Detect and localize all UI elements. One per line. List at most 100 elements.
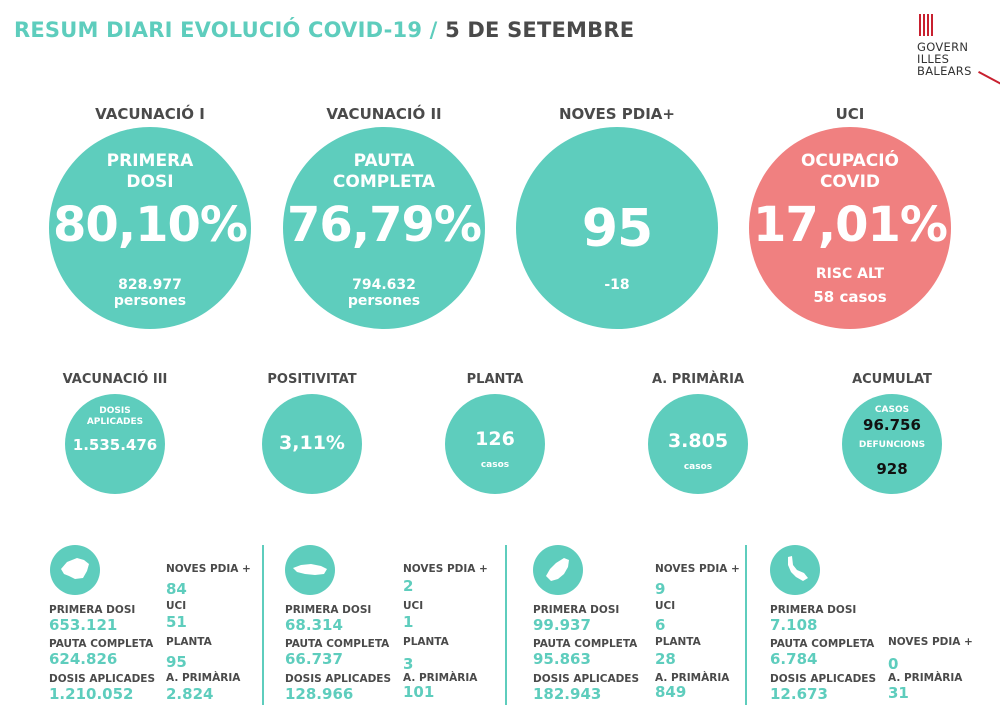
vacunacio-2-count: 794.632 xyxy=(352,277,416,293)
vacunacio-1-label: VACUNACIÓ I xyxy=(95,105,205,123)
a-primaria-label: A. PRIMÀRIA xyxy=(651,372,745,387)
menorca-primaria-label: A. PRIMÀRIA xyxy=(403,672,478,684)
mallorca-pauta-value: 624.826 xyxy=(49,650,118,668)
a-primaria-circle: 3.805 casos xyxy=(648,394,748,494)
vacunacio-3-sub: DOSIS xyxy=(99,406,131,416)
vacunacio-2-value: 76,79% xyxy=(287,197,482,253)
noves-pdia-label: NOVES PDIA+ xyxy=(559,105,675,123)
eivissa-uci-value: 6 xyxy=(655,616,666,634)
mallorca-planta-value: 95 xyxy=(166,653,187,671)
uci-value: 17,01% xyxy=(753,197,948,253)
mallorca-pdia-label: NOVES PDIA + xyxy=(166,563,251,575)
menorca-pauta-label: PAUTA COMPLETA xyxy=(285,638,390,650)
menorca-uci-value: 1 xyxy=(403,613,414,631)
eivissa-dosis-value: 182.943 xyxy=(533,685,602,703)
uci-cases: 58 casos xyxy=(813,288,887,306)
formentera-dosis-value: 12.673 xyxy=(770,685,828,703)
formentera-primaria-value: 31 xyxy=(888,684,909,702)
separator xyxy=(262,545,264,705)
mallorca-pauta-label: PAUTA COMPLETA xyxy=(49,638,154,650)
eivissa-primera-dosi-value: 99.937 xyxy=(533,616,591,634)
mallorca-planta-label: PLANTA xyxy=(166,636,212,648)
menorca-planta-value: 3 xyxy=(403,655,414,673)
title-date: 5 DE SETEMBRE xyxy=(445,18,635,42)
mallorca-primaria-label: A. PRIMÀRIA xyxy=(166,672,241,684)
uci-circle: OCUPACIÓ COVID 17,01% RISC ALT 58 casos xyxy=(749,127,951,329)
uci-sub: OCUPACIÓ xyxy=(800,151,900,171)
vacunacio-1-count: 828.977 xyxy=(118,277,182,293)
vacunacio-2-circle: PAUTA COMPLETA 76,79% 794.632 persones xyxy=(283,127,485,329)
vacunacio-1-sub2: DOSI xyxy=(126,172,174,192)
formentera-dosis-label: DOSIS APLICADES xyxy=(770,673,877,685)
vacunacio-1-sub: PRIMERA xyxy=(106,151,194,171)
mallorca-primaria-value: 2.824 xyxy=(166,685,214,703)
eivissa-pdia-value: 9 xyxy=(655,580,666,598)
eivissa-pauta-label: PAUTA COMPLETA xyxy=(533,638,638,650)
mallorca-primera-dosi-value: 653.121 xyxy=(49,616,118,634)
menorca-primera-dosi-value: 68.314 xyxy=(285,616,343,634)
a-primaria-unit: casos xyxy=(683,462,713,472)
vacunacio-1-value: 80,10% xyxy=(53,197,248,253)
vacunacio-3-label: VACUNACIÓ III xyxy=(62,372,168,387)
menorca-pauta-value: 66.737 xyxy=(285,650,343,668)
separator xyxy=(745,545,747,705)
formentera-pdia-value: 0 xyxy=(888,655,899,673)
menorca-dosis-value: 128.966 xyxy=(285,685,354,703)
a-primaria-value: 3.805 xyxy=(667,430,729,452)
positivitat-value: 3,11% xyxy=(279,432,345,454)
positivitat-circle: 3,11% xyxy=(262,394,362,494)
menorca-uci-label: UCI xyxy=(403,600,424,612)
eivissa-planta-label: PLANTA xyxy=(655,636,701,648)
noves-pdia-value: 95 xyxy=(581,199,653,259)
mallorca-primera-dosi-label: PRIMERA DOSI xyxy=(49,604,136,616)
separator xyxy=(505,545,507,705)
uci-sub2: COVID xyxy=(819,172,881,192)
menorca-primaria-value: 101 xyxy=(403,683,435,701)
vacunacio-1-circle: PRIMERA DOSI 80,10% 828.977 persones xyxy=(49,127,251,329)
page-title: RESUM DIARI EVOLUCIÓ COVID-19 / 5 DE SET… xyxy=(14,18,634,42)
eivissa-icon xyxy=(533,545,583,595)
formentera-pauta-label: PAUTA COMPLETA xyxy=(770,638,875,650)
planta-circle: 126 casos xyxy=(445,394,545,494)
logo-mark-icon xyxy=(919,14,933,36)
eivissa-dosis-label: DOSIS APLICADES xyxy=(533,673,640,685)
acumulat-casos-value: 96.756 xyxy=(863,416,921,434)
acumulat-circle: CASOS 96.756 DEFUNCIONS 928 xyxy=(842,394,942,494)
acumulat-casos-label: CASOS xyxy=(874,405,910,415)
mallorca-icon xyxy=(50,545,100,595)
mallorca-dosis-value: 1.210.052 xyxy=(49,685,134,703)
uci-label: UCI xyxy=(835,105,865,123)
noves-pdia-circle: 95 -18 xyxy=(516,127,718,329)
acumulat-label: ACUMULAT xyxy=(852,372,932,387)
vacunacio-3-sub2: APLICADES xyxy=(86,417,144,427)
positivitat-label: POSITIVITAT xyxy=(267,372,357,387)
vacunacio-2-sub: PAUTA xyxy=(353,151,415,171)
vacunacio-3-circle: DOSIS APLICADES 1.535.476 xyxy=(65,394,165,494)
planta-unit: casos xyxy=(480,460,510,470)
noves-pdia-delta: -18 xyxy=(604,277,630,293)
uci-risk: RISC ALT xyxy=(815,266,885,282)
menorca-planta-label: PLANTA xyxy=(403,636,449,648)
vacunacio-3-value: 1.535.476 xyxy=(72,436,158,454)
planta-label: PLANTA xyxy=(466,372,524,387)
vacunacio-2-unit: persones xyxy=(347,293,421,309)
logo-text: GOVERN ILLES BALEARS xyxy=(917,40,972,78)
acumulat-defuncions-value: 928 xyxy=(876,460,908,478)
formentera-pauta-value: 6.784 xyxy=(770,650,818,668)
eivissa-primera-dosi-label: PRIMERA DOSI xyxy=(533,604,620,616)
menorca-dosis-label: DOSIS APLICADES xyxy=(285,673,392,685)
menorca-primera-dosi-label: PRIMERA DOSI xyxy=(285,604,372,616)
eivissa-pdia-label: NOVES PDIA + xyxy=(655,563,740,575)
eivissa-primaria-value: 849 xyxy=(655,683,687,701)
vacunacio-2-label: VACUNACIÓ II xyxy=(326,105,442,123)
formentera-pdia-label: NOVES PDIA + xyxy=(888,636,973,648)
menorca-pdia-value: 2 xyxy=(403,577,414,595)
eivissa-planta-value: 28 xyxy=(655,650,676,668)
mallorca-dosis-label: DOSIS APLICADES xyxy=(49,673,156,685)
formentera-primera-dosi-label: PRIMERA DOSI xyxy=(770,604,857,616)
mallorca-uci-label: UCI xyxy=(166,600,187,612)
formentera-primera-dosi-value: 7.108 xyxy=(770,616,818,634)
eivissa-pauta-value: 95.863 xyxy=(533,650,591,668)
vacunacio-1-unit: persones xyxy=(113,293,187,309)
formentera-primaria-label: A. PRIMÀRIA xyxy=(888,672,963,684)
